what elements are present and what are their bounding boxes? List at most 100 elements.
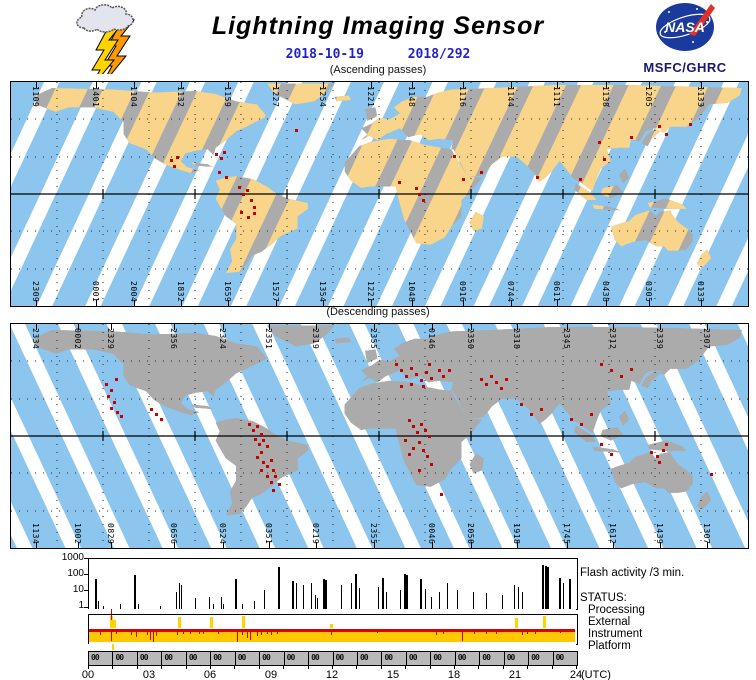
orbit-tick-bottom: [660, 542, 661, 548]
orbit-tick-bottom: [701, 300, 702, 306]
flash-spike: [546, 567, 549, 609]
availability-cell-label: 00: [213, 653, 222, 662]
hour-tick: [405, 665, 407, 669]
hour-label: 15: [386, 669, 400, 680]
hour-tick: [258, 665, 260, 669]
orbit-tick-top: [36, 324, 37, 330]
orbit-tick-top: [412, 82, 413, 88]
date-iso: 2018-10-19: [285, 47, 364, 62]
instrument-anomaly-tick: [116, 631, 117, 634]
orbit-time-label-top: 1254: [318, 86, 327, 108]
orbit-tick-top: [228, 82, 229, 88]
orbit-time-label-bottom: 2004: [129, 280, 138, 302]
lightning-flash-dot: [422, 199, 425, 202]
lightning-flash-dot: [272, 489, 275, 492]
instrument-anomaly-tick: [131, 631, 132, 635]
lightning-flash-dot: [490, 375, 493, 378]
lightning-flash-dot: [155, 413, 158, 416]
flash-spike: [568, 579, 571, 609]
lightning-flash-dot: [238, 186, 241, 189]
flash-activity-label: Flash activity /3 min.: [580, 567, 685, 579]
orbit-time-label-bottom: 1221: [366, 280, 375, 302]
orbit-time-label-bottom: 0046: [427, 522, 436, 544]
orbit-tick-bottom: [567, 542, 568, 548]
hour-label: 12: [325, 669, 339, 680]
orbit-tick-bottom: [432, 542, 433, 548]
flash-spike: [385, 592, 387, 609]
orbit-tick-bottom: [316, 542, 317, 548]
availability-cell: 00: [162, 652, 187, 665]
availability-cell-label: 00: [433, 653, 442, 662]
external-instrument-status-box: [88, 614, 578, 645]
availability-cell-label: 00: [506, 653, 516, 662]
flash-spike: [406, 575, 409, 609]
lightning-flash-dot: [416, 431, 419, 434]
lightning-flash-dot: [256, 456, 259, 459]
svg-text:NASA: NASA: [665, 19, 705, 35]
lightning-flash-dot: [262, 461, 265, 464]
lightning-flash-dot: [242, 193, 245, 196]
orbit-time-label-bottom: 1527: [271, 280, 280, 302]
lightning-flash-dot: [260, 433, 263, 436]
external-red-tick: [111, 615, 112, 620]
lightning-flash-dot: [500, 387, 503, 390]
page-title: Lightning Imaging Sensor: [211, 12, 545, 40]
orbit-time-label-top: 1111: [552, 86, 561, 108]
orbit-time-label-top: 1104: [129, 86, 138, 108]
lightning-flash-dot: [246, 189, 249, 192]
lightning-flash-dot: [105, 383, 108, 386]
orbit-tick-top: [323, 82, 324, 88]
lightning-flash-dot: [422, 385, 425, 388]
hour-label: 21: [508, 669, 522, 680]
instrument-anomaly-tick: [535, 631, 536, 634]
flash-spike: [351, 583, 353, 609]
platform-status-strip: [88, 644, 576, 650]
hour-tick: [332, 665, 333, 669]
flash-spike: [213, 604, 214, 609]
orbit-time-label-bottom: 0438: [601, 280, 610, 302]
lightning-flash-dot: [418, 441, 421, 444]
hour-label: 00: [81, 669, 95, 680]
instrument-anomaly-tick: [147, 631, 148, 635]
lightning-flash-dot: [662, 449, 665, 452]
flash-spike: [355, 574, 358, 609]
flash-spike: [544, 566, 547, 609]
instrument-anomaly-tick: [156, 631, 157, 636]
instrument-anomaly-tick: [136, 631, 137, 637]
orbit-tick-bottom: [223, 542, 224, 548]
hour-tick: [478, 665, 480, 669]
availability-cell: 00: [285, 652, 310, 665]
orbit-tick-top: [511, 82, 512, 88]
lightning-flash-dot: [418, 193, 421, 196]
lightning-flash-dot: [107, 395, 110, 398]
status-row-external: External: [588, 616, 631, 628]
orbit-tick-bottom: [412, 300, 413, 306]
instrument-anomaly-tick: [527, 631, 528, 634]
orbit-time-label-bottom: 0351: [264, 522, 273, 544]
orbit-tick-top: [463, 82, 464, 88]
orbit-time-label-bottom: 1002: [73, 522, 82, 544]
flash-spike: [400, 590, 402, 609]
lightning-flash-dot: [110, 389, 113, 392]
orbit-tick-top: [517, 324, 518, 330]
instrument-anomaly-tick: [237, 631, 238, 642]
lightning-flash-dot: [120, 415, 123, 418]
orbit-tick-bottom: [174, 542, 175, 548]
availability-cell-label: 00: [262, 653, 271, 662]
hour-tick: [136, 665, 138, 669]
flash-spike: [377, 587, 379, 609]
date-doy: 2018/292: [407, 47, 471, 62]
lightning-flash-dot: [170, 159, 173, 162]
orbit-time-label-top: 2319: [311, 328, 320, 350]
lightning-flash-dot: [600, 443, 603, 446]
lightning-flash-dot: [253, 206, 256, 209]
orbit-time-label-bottom: 0829: [106, 522, 115, 544]
lightning-flash-dot: [442, 375, 445, 378]
orbit-time-label-bottom: 0133: [696, 280, 705, 302]
lightning-flash-dot: [410, 383, 413, 386]
instrument-anomaly-tick: [261, 631, 262, 635]
flash-spike: [160, 606, 162, 609]
lightning-flash-dot: [252, 429, 255, 432]
orbit-tick-bottom: [96, 300, 97, 306]
flash-spike: [316, 598, 318, 609]
